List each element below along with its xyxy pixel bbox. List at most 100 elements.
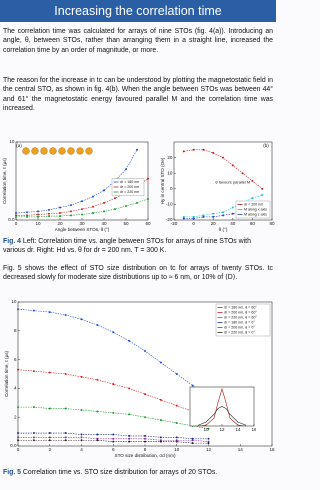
data-point	[17, 308, 19, 311]
data-point	[207, 427, 210, 430]
data-point	[136, 148, 138, 151]
data-point	[144, 437, 146, 440]
data-point	[80, 318, 83, 321]
data-point	[191, 437, 194, 440]
data-point	[128, 387, 131, 390]
data-point	[128, 440, 131, 443]
data-point	[125, 168, 127, 171]
x-tick-label: 16	[251, 427, 256, 432]
x-tick-label: 6	[112, 447, 115, 452]
data-point	[212, 151, 215, 154]
x-tick-label: -20	[171, 221, 178, 226]
data-point	[144, 393, 146, 396]
y-tick-label: 10	[11, 299, 17, 304]
data-point	[80, 433, 83, 436]
data-point	[103, 201, 105, 204]
data-point	[175, 404, 178, 407]
data-point	[48, 436, 51, 439]
x-tick-label: 0	[17, 447, 20, 452]
data-point	[64, 439, 67, 442]
caption-label: Fig. 5	[3, 469, 21, 476]
legend	[235, 200, 271, 219]
y-tick-label: 4	[14, 386, 17, 391]
y-tick-label: 20	[167, 155, 173, 160]
data-point	[147, 177, 149, 180]
data-point	[231, 206, 234, 209]
data-point	[251, 197, 254, 200]
y-tick-label: -20	[166, 217, 173, 222]
data-point	[147, 197, 149, 200]
data-point	[192, 217, 195, 220]
data-point	[231, 164, 234, 167]
sto-icon	[67, 147, 75, 155]
data-point	[64, 436, 67, 439]
data-point	[112, 411, 115, 414]
data-point	[15, 211, 17, 214]
data-point	[37, 210, 39, 213]
data-point	[128, 413, 131, 416]
data-point	[114, 197, 116, 200]
data-point	[112, 437, 115, 440]
data-point	[96, 439, 99, 442]
data-point	[48, 371, 51, 374]
data-point	[175, 421, 178, 424]
chart: 0 10 20 30 40 50 60 0.0 10 Angle between STOs, θ …	[2, 139, 151, 232]
paragraph: The reason for the increase in tc can be…	[3, 77, 273, 113]
caption-label: Fig. 4	[3, 238, 21, 245]
data-point	[114, 208, 116, 211]
data-point	[231, 212, 234, 215]
x-tick-label: 40	[230, 221, 236, 226]
data-point	[159, 440, 162, 443]
legend	[111, 178, 145, 196]
sto-icon	[31, 147, 39, 155]
data-point	[175, 373, 178, 375]
data-point	[96, 324, 99, 327]
caption: Fig. 4 Left: Correlation time vs. angle …	[3, 237, 273, 256]
data-point	[192, 215, 195, 218]
y-tick-label: 10	[167, 170, 173, 175]
data-point	[81, 208, 83, 211]
x-tick-label: 0	[192, 221, 195, 226]
data-point	[207, 442, 210, 445]
legend-label: dr = 220 nm	[120, 190, 139, 194]
data-point	[15, 214, 17, 217]
x-tick-label: 4	[80, 447, 83, 452]
data-point	[64, 373, 67, 375]
data-point	[59, 215, 61, 218]
data-point	[103, 189, 105, 192]
data-point	[37, 215, 39, 218]
x-tick-label: 16	[269, 447, 275, 452]
x-tick-label: 12	[219, 427, 225, 432]
section-title: Increasing the correlation time	[0, 0, 276, 22]
data-point	[92, 211, 94, 214]
sto-icon	[85, 147, 93, 155]
data-point	[144, 349, 146, 352]
panel-label: (a)	[16, 143, 22, 148]
data-point	[64, 313, 67, 316]
caption: Fig. 5 Correlation time vs. STO size dis…	[3, 468, 273, 477]
data-point	[32, 370, 35, 373]
x-tick-label: 10	[203, 427, 209, 432]
data-point	[112, 440, 115, 443]
x-tick-label: 10	[174, 447, 180, 452]
data-point	[136, 201, 138, 204]
x-tick-label: 10	[35, 221, 41, 226]
legend-label: dr = 220 nm, θ = 60°	[224, 315, 257, 319]
x-tick-label: 0	[15, 221, 18, 226]
data-point	[37, 213, 39, 216]
y-tick-label: 0	[170, 186, 173, 191]
data-point	[251, 180, 254, 182]
data-point	[80, 375, 83, 378]
x-axis-label: Angle between STOs, θ (°)	[55, 227, 110, 232]
data-point	[48, 215, 50, 218]
data-point	[32, 439, 35, 442]
legend-label: M along x axis	[244, 207, 267, 211]
legend-label: dr = 200 nm	[244, 202, 263, 206]
data-point	[26, 214, 28, 217]
data-point	[80, 439, 83, 442]
data-point	[144, 416, 146, 419]
data-point	[182, 215, 185, 218]
x-tick-label: 50	[123, 221, 129, 226]
sto-icon	[76, 147, 84, 155]
legend-label: dr = 180 nm	[120, 180, 139, 184]
